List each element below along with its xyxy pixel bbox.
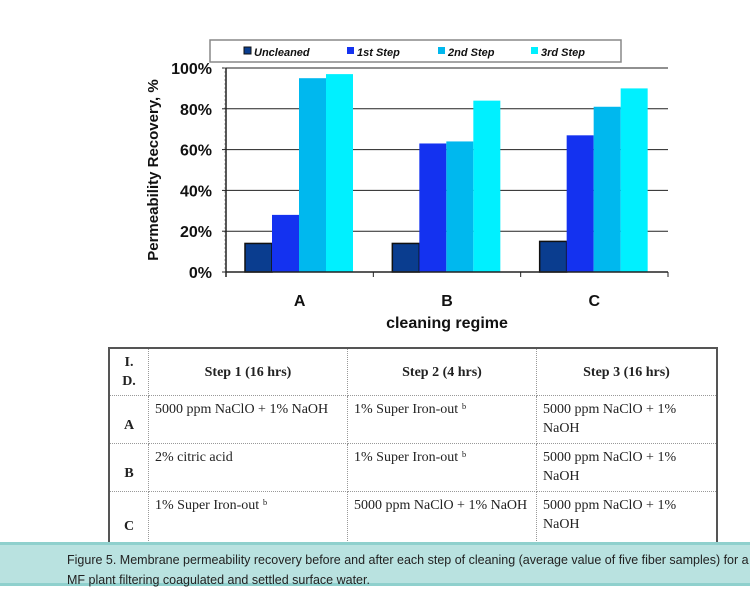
cell: 1% Super Iron-out ᵇ: [148, 491, 348, 550]
y-tick-label: 80%: [180, 102, 212, 119]
header-step3: Step 3 (16 hrs): [536, 347, 718, 396]
header-id: I. D.: [108, 347, 149, 396]
bar-2nd-step-A: [299, 78, 326, 272]
legend-label: 3rd Step: [541, 47, 585, 59]
legend-box: [209, 39, 622, 63]
row-id: B: [108, 443, 149, 492]
table-header-row: I. D. Step 1 (16 hrs) Step 2 (4 hrs) Ste…: [108, 347, 718, 396]
y-tick-label: 100%: [171, 61, 212, 78]
table-row: A 5000 ppm NaClO + 1% NaOH 1% Super Iron…: [108, 395, 718, 444]
y-tick-label: 0%: [189, 265, 212, 282]
x-tick-label: B: [441, 293, 453, 310]
bar-uncleaned-A: [244, 242, 273, 273]
header-step2: Step 2 (4 hrs): [347, 347, 537, 396]
y-tick-label: 20%: [180, 224, 212, 241]
legend-swatch: [243, 46, 252, 55]
bar-1st-step-B: [419, 143, 447, 272]
y-tick-label: 40%: [180, 183, 212, 200]
cell: 5000 ppm NaClO + 1% NaOH: [347, 491, 537, 550]
legend-label: 2nd Step: [447, 47, 495, 59]
row-id: A: [108, 395, 149, 444]
bar-3rd-step-B: [473, 100, 501, 272]
bar-1st-step-A: [272, 214, 299, 272]
cell: 1% Super Iron-out ᵇ: [347, 395, 537, 444]
bar-2nd-step-B: [446, 141, 474, 272]
legend-swatch: [438, 47, 445, 54]
x-axis-label: cleaning regime: [386, 315, 508, 332]
legend-label: 1st Step: [357, 47, 400, 59]
bar-uncleaned-C: [538, 240, 568, 273]
y-axis-label: Permeability Recovery, %: [145, 79, 162, 260]
cell: 5000 ppm NaClO + 1% NaOH: [536, 491, 718, 550]
y-tick-label: 60%: [180, 143, 212, 160]
table-row: B 2% citric acid 1% Super Iron-out ᵇ 500…: [108, 443, 718, 492]
table-row: C 1% Super Iron-out ᵇ 5000 ppm NaClO + 1…: [108, 491, 718, 550]
header-step1: Step 1 (16 hrs): [148, 347, 348, 396]
row-id: C: [108, 491, 149, 550]
cleaning-regime-table: I. D. Step 1 (16 hrs) Step 2 (4 hrs) Ste…: [108, 347, 718, 551]
cell: 2% citric acid: [148, 443, 348, 492]
legend-swatch: [531, 47, 538, 54]
cell: 5000 ppm NaClO + 1% NaOH: [536, 395, 718, 444]
bar-3rd-step-C: [620, 88, 648, 273]
figure-caption: Figure 5. Membrane permeability recovery…: [0, 542, 750, 587]
bar-uncleaned-B: [391, 242, 421, 273]
x-tick-label: A: [294, 293, 306, 310]
legend-label: Uncleaned: [254, 47, 310, 59]
cell: 1% Super Iron-out ᵇ: [347, 443, 537, 492]
bar-2nd-step-C: [593, 106, 621, 272]
bar-1st-step-C: [566, 135, 594, 272]
x-tick-label: C: [589, 293, 601, 310]
bar-3rd-step-A: [326, 74, 353, 273]
legend-swatch: [347, 47, 354, 54]
cell: 5000 ppm NaClO + 1% NaOH: [536, 443, 718, 492]
cell: 5000 ppm NaClO + 1% NaOH: [148, 395, 348, 444]
